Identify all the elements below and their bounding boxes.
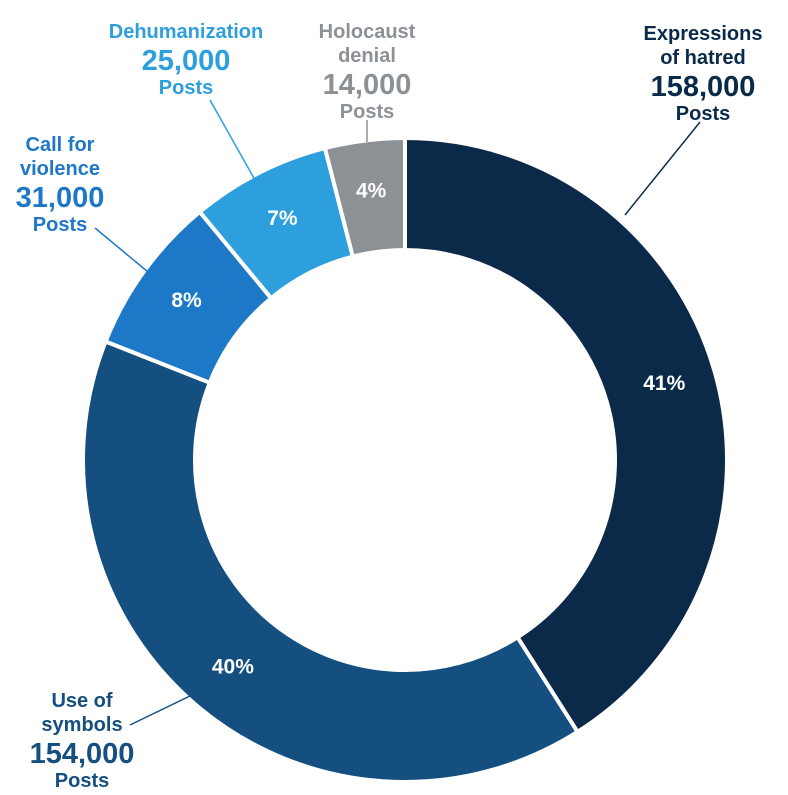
post-unit-use-of-symbols: Posts [55, 770, 109, 792]
category-name-call-for-violence-line-1: Call for [26, 134, 95, 156]
category-name-expressions-of-hatred-line-2: of hatred [660, 47, 746, 69]
post-count-expressions-of-hatred: 158,000 [651, 71, 756, 103]
post-count-holocaust-denial: 14,000 [323, 69, 412, 101]
percent-label-dehumanization: 7% [267, 207, 298, 230]
category-name-holocaust-denial-line-2: denial [338, 45, 396, 67]
category-name-dehumanization-line-1: Dehumanization [109, 21, 263, 43]
post-count-use-of-symbols: 154,000 [30, 738, 135, 770]
leader-line-expressions-of-hatred [624, 121, 701, 216]
category-name-expressions-of-hatred-line-1: Expressions [644, 23, 763, 45]
percent-label-holocaust-denial: 4% [356, 180, 387, 203]
donut-slices [81, 135, 729, 784]
slice-holocaust-denial [322, 135, 407, 260]
category-name-use-of-symbols-line-2: symbols [41, 714, 122, 736]
category-name-holocaust-denial-line-1: Holocaust [319, 21, 416, 43]
slice-use-of-symbols [81, 338, 581, 784]
leader-line-use-of-symbols [129, 694, 193, 726]
post-unit-expressions-of-hatred: Posts [676, 103, 730, 125]
post-unit-call-for-violence: Posts [33, 214, 87, 236]
post-unit-dehumanization: Posts [159, 77, 213, 99]
percent-label-call-for-violence: 8% [171, 289, 202, 312]
percent-labels: 41% 40% 8% 7% 4% [171, 180, 685, 679]
leader-line-dehumanization [209, 99, 256, 181]
leader-lines [94, 99, 701, 726]
percent-label-use-of-symbols: 40% [212, 656, 254, 679]
post-unit-holocaust-denial: Posts [340, 101, 394, 123]
post-count-dehumanization: 25,000 [142, 45, 231, 77]
category-name-call-for-violence-line-2: violence [20, 158, 100, 180]
leader-line-call-for-violence [94, 227, 149, 273]
percent-label-expressions-of-hatred: 41% [643, 372, 685, 395]
post-count-call-for-violence: 31,000 [16, 182, 105, 214]
category-name-use-of-symbols-line-1: Use of [51, 690, 112, 712]
slice-expressions-of-hatred [403, 135, 729, 735]
